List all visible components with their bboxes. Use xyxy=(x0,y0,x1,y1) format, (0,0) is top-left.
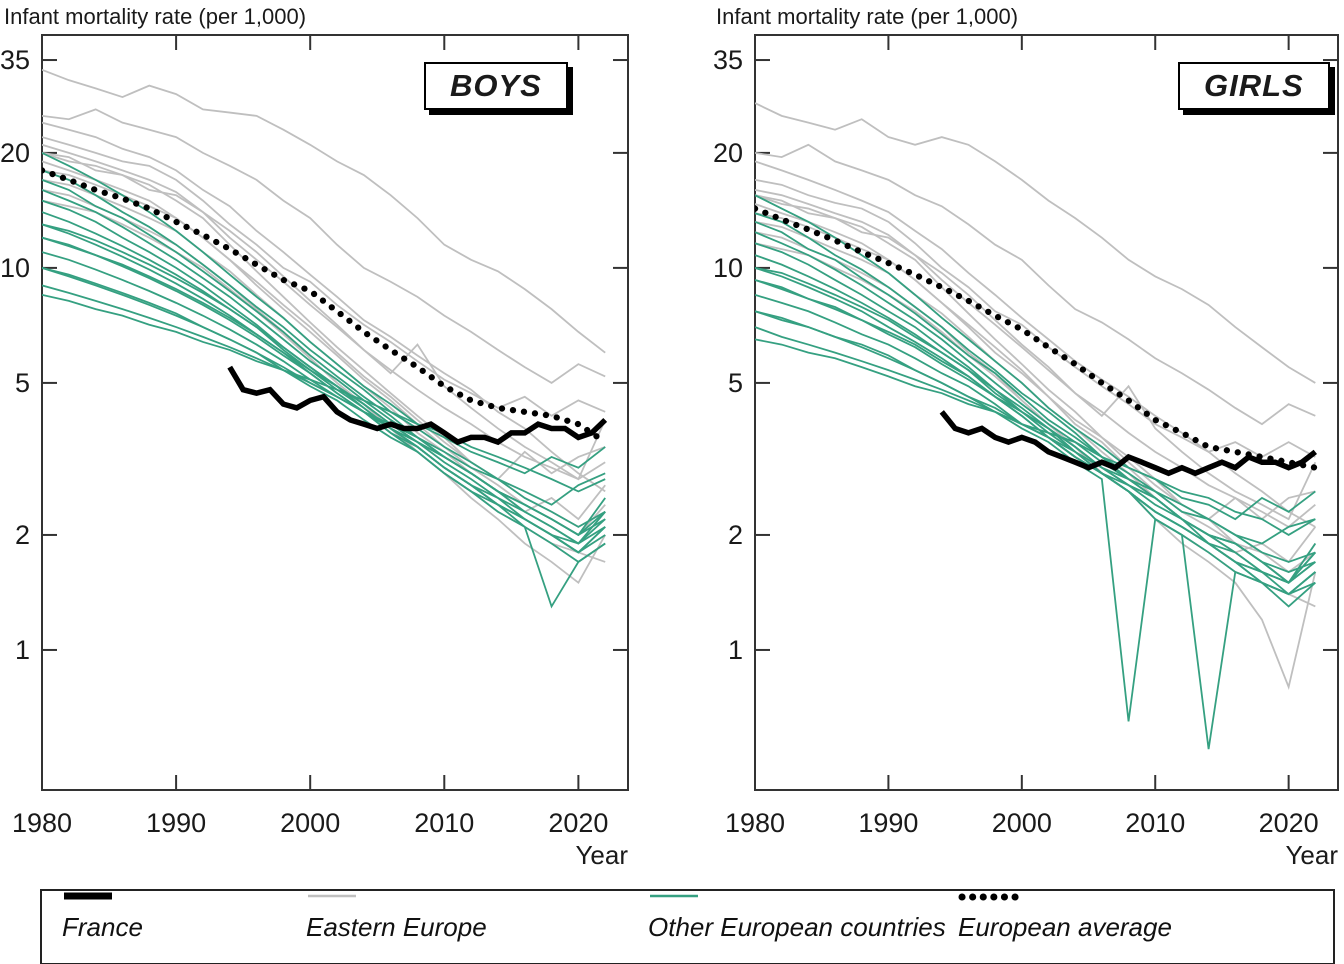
girls-panel-title: Infant mortality rate (per 1,000) xyxy=(716,4,1019,29)
other-european-line-swatch xyxy=(650,894,698,898)
svg-text:1: 1 xyxy=(728,635,743,665)
boys-panel-title: Infant mortality rate (per 1,000) xyxy=(4,4,307,29)
boys-badge: BOYS xyxy=(424,62,568,110)
svg-text:2020: 2020 xyxy=(1259,808,1319,838)
svg-text:5: 5 xyxy=(15,368,30,398)
svg-text:2020: 2020 xyxy=(548,808,608,838)
svg-text:2010: 2010 xyxy=(1125,808,1185,838)
svg-text:1990: 1990 xyxy=(146,808,206,838)
svg-text:35: 35 xyxy=(0,45,30,75)
legend-item-other-european: Other European countries xyxy=(648,891,946,963)
girls-badge: GIRLS xyxy=(1178,62,1330,110)
legend: France Eastern Europe Other European cou… xyxy=(40,889,1335,964)
france-line-swatch xyxy=(64,892,112,900)
svg-text:10: 10 xyxy=(713,253,743,283)
svg-text:1980: 1980 xyxy=(12,808,72,838)
svg-text:20: 20 xyxy=(0,138,30,168)
legend-label: France xyxy=(62,911,143,942)
legend-item-european-average: European average xyxy=(958,891,1172,963)
european-average-dots-swatch xyxy=(958,893,1020,901)
legend-label: Other European countries xyxy=(648,911,946,942)
svg-text:10: 10 xyxy=(0,253,30,283)
svg-text:20: 20 xyxy=(713,138,743,168)
svg-text:5: 5 xyxy=(728,368,743,398)
girls-xaxis-label: Year xyxy=(1285,840,1338,870)
legend-label: European average xyxy=(958,911,1172,942)
boys-xaxis-label: Year xyxy=(575,840,628,870)
legend-item-eastern-europe: Eastern Europe xyxy=(306,891,487,963)
legend-item-france: France xyxy=(62,891,143,963)
svg-text:2010: 2010 xyxy=(414,808,474,838)
svg-text:2: 2 xyxy=(15,520,30,550)
legend-label: Eastern Europe xyxy=(306,911,487,942)
svg-text:1: 1 xyxy=(15,635,30,665)
svg-text:2000: 2000 xyxy=(280,808,340,838)
svg-text:35: 35 xyxy=(713,45,743,75)
svg-text:2: 2 xyxy=(728,520,743,550)
svg-text:2000: 2000 xyxy=(992,808,1052,838)
svg-text:1980: 1980 xyxy=(725,808,785,838)
svg-text:1990: 1990 xyxy=(858,808,918,838)
eastern-europe-line-swatch xyxy=(308,894,356,898)
